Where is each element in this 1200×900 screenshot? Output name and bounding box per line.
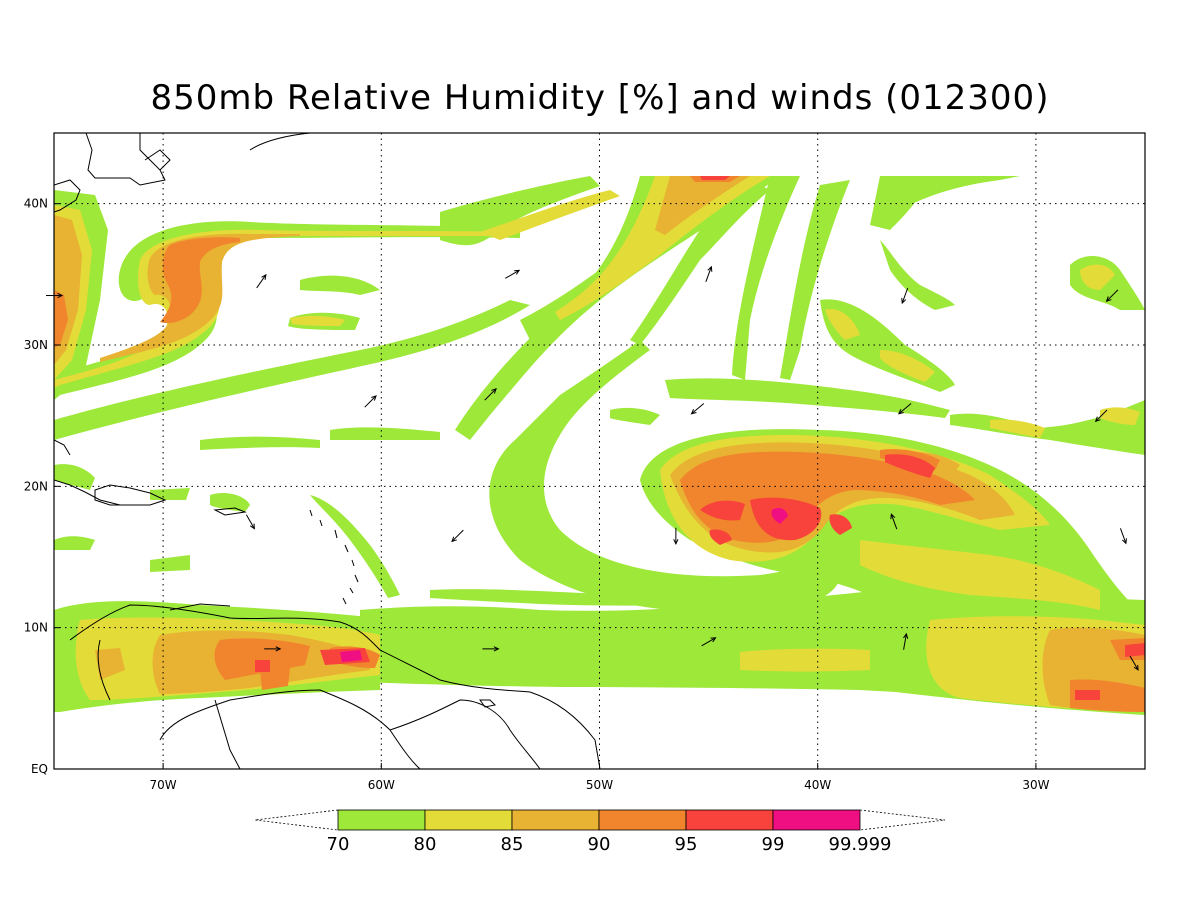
colorbar-label: 99	[762, 834, 785, 855]
wind-arrow	[482, 646, 500, 652]
wind-arrow	[690, 403, 705, 415]
colorbar-segment	[685, 809, 774, 831]
lat-tick-label: 20N	[24, 479, 48, 493]
humidity-field	[54, 133, 1145, 769]
colorbar-right-extension	[859, 809, 946, 831]
lat-tick-label: 10N	[24, 621, 48, 635]
lon-tick-label: 50W	[586, 778, 613, 792]
wind-arrow	[451, 529, 464, 543]
wind-arrow	[1105, 289, 1119, 303]
wind-arrow	[1129, 655, 1139, 671]
wind-arrow	[256, 273, 267, 289]
wind-arrow	[505, 269, 521, 279]
lat-tick-label: 30N	[24, 338, 48, 352]
wind-arrow	[903, 632, 909, 650]
wind-arrow	[1119, 528, 1127, 545]
wind-arrow	[897, 403, 912, 415]
wind-arrow	[1094, 409, 1108, 423]
map-grid	[54, 133, 1145, 769]
colorbar-left-extension	[254, 809, 339, 831]
wind-arrow	[890, 513, 898, 530]
lat-tick-label: EQ	[31, 762, 48, 776]
colorbar-label: 70	[327, 834, 350, 855]
wind-arrow	[705, 265, 713, 283]
colorbar-label: 95	[675, 834, 698, 855]
wind-arrow	[264, 646, 282, 652]
wind-arrow	[364, 395, 377, 408]
wind-vectors	[46, 265, 1139, 671]
lon-tick-label: 60W	[368, 778, 395, 792]
colorbar-segment	[772, 809, 861, 831]
wind-arrow	[484, 387, 497, 401]
wind-arrow	[46, 292, 64, 299]
colorbar-label: 99.999	[829, 834, 892, 855]
lon-tick-label: 70W	[150, 778, 177, 792]
colorbar-label: 85	[501, 834, 524, 855]
colorbar-segment	[337, 809, 426, 831]
colorbar: 70 80 85 90 95 99 99.999	[254, 809, 946, 855]
lat-tick-label: 40N	[24, 197, 48, 211]
wind-arrow	[245, 514, 255, 530]
colorbar-segment	[598, 809, 687, 831]
axis-ticks: 70W 60W 50W 40W 30W EQ 10N 20N 30N 40N	[24, 197, 1050, 792]
colorbar-segment	[424, 809, 513, 831]
colorbar-label: 90	[588, 834, 611, 855]
wind-arrow	[673, 527, 679, 545]
chart-title: 850mb Relative Humidity [%] and winds (0…	[150, 78, 1050, 118]
lon-tick-label: 30W	[1022, 778, 1049, 792]
wind-arrow	[701, 637, 717, 647]
colorbar-label: 80	[414, 834, 437, 855]
rh-99-contours	[340, 508, 788, 662]
wind-arrow	[901, 287, 909, 305]
colorbar-segment	[511, 809, 600, 831]
lon-tick-label: 40W	[804, 778, 831, 792]
